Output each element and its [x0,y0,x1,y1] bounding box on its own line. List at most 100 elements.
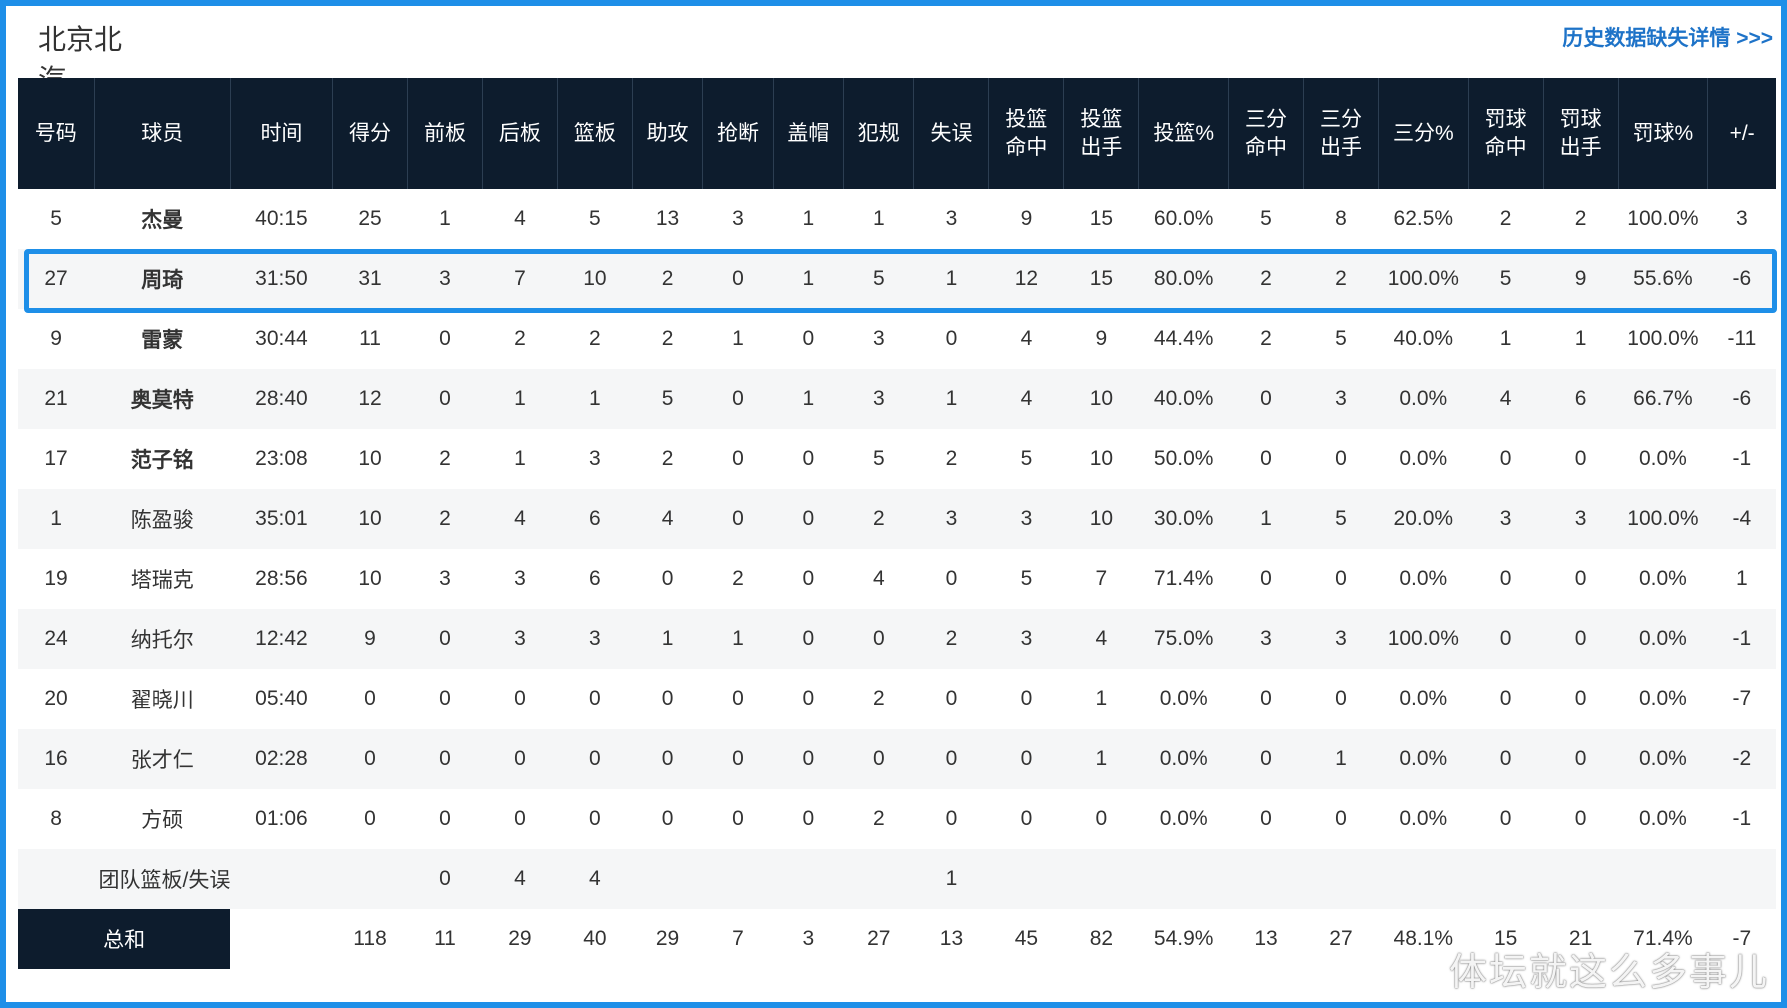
player-number: 16 [18,729,95,789]
stat-cell: 05:40 [230,669,333,729]
stat-cell: 0 [843,729,914,789]
column-header[interactable]: +/- [1707,78,1776,189]
stat-cell: 40:15 [230,189,333,249]
stat-cell: 0 [557,669,633,729]
stat-cell: 8 [1303,189,1379,249]
stat-cell: 1 [913,249,989,309]
column-header[interactable]: 球员 [93,78,231,189]
column-header[interactable]: 号码 [18,78,95,189]
stat-cell [1707,849,1776,909]
table-row[interactable]: 16 张才仁 02:28 0 0 0 0 0 0 0 0 0 0 1 0.0% 0 1 0.0% 0 0 0.0% -2 [18,729,1776,789]
column-header[interactable]: 投篮% [1138,78,1229,189]
column-header[interactable]: 后板 [481,78,558,189]
stat-cell: 0 [1303,789,1379,849]
stat-cell: 1 [913,369,989,429]
stat-cell: 3 [913,189,989,249]
stat-cell: 100.0% [1378,609,1469,669]
stat-cell: 0 [702,729,774,789]
column-header[interactable]: 失误 [913,78,989,189]
player-name: 雷蒙 [94,309,231,369]
stat-cell: 0 [1468,549,1544,609]
stat-cell: 0 [482,729,558,789]
stat-cell: 2 [482,309,558,369]
table-row[interactable]: 9 雷蒙 30:44 11 0 2 2 2 1 0 3 0 4 9 44.4% 2 5 40.0% 1 1 100.0%… [18,309,1776,369]
stat-cell: 66.7% [1618,369,1708,429]
table-row[interactable]: 5 杰曼 40:15 25 1 4 5 13 3 1 1 3 9 15 60.0% 5 8 62.5% 2 2 100.… [18,189,1776,249]
player-name: 奥莫特 [94,369,231,429]
stat-cell: 71.4% [1618,909,1708,969]
stat-cell: 1 [702,309,774,369]
column-header[interactable]: 助攻 [631,78,703,189]
stat-cell: 0 [773,789,844,849]
column-header[interactable]: 得分 [332,78,408,189]
column-header[interactable]: 时间 [229,78,333,189]
column-header[interactable]: 罚球 出手 [1542,78,1619,189]
stat-cell: -6 [1707,249,1776,309]
column-header[interactable]: 三分% [1377,78,1469,189]
column-header[interactable]: 前板 [407,78,483,189]
stat-cell: 4 [482,189,558,249]
player-name: 周琦 [94,249,231,309]
stat-cell [230,849,333,909]
history-missing-link[interactable]: 历史数据缺失详情 >>> [1562,27,1773,50]
table-row[interactable]: 1 陈盈骏 35:01 10 2 4 6 4 0 0 2 3 3 10 30.0% 1 5 20.0% 3 3 100.… [18,489,1776,549]
stat-cell: -6 [1707,369,1776,429]
stat-cell: 0 [1543,669,1619,729]
stat-cell [1618,849,1708,909]
stat-cell: 0 [773,669,844,729]
column-header[interactable]: 罚球% [1617,78,1708,189]
team-rebounds-row: 团队篮板/失误 0 4 4 1 [18,849,1776,909]
column-header[interactable]: 投篮 出手 [1063,78,1139,189]
stat-cell: 0 [843,609,914,669]
table-row[interactable]: 21 奥莫特 28:40 12 0 1 1 5 0 1 3 1 4 10 40.0% 0 3 0.0% 4 6 66.7… [18,369,1776,429]
stat-cell: 2 [1228,309,1304,369]
stat-cell: 0 [773,729,844,789]
stat-cell: 2 [407,489,483,549]
table-row[interactable]: 8 方硕 01:06 0 0 0 0 0 0 0 2 0 0 0 0.0% 0 0 0.0% 0 0 0.0% -1 [18,789,1776,849]
stat-cell: 5 [1468,249,1544,309]
stat-cell: 2 [843,789,914,849]
column-header[interactable]: 三分 出手 [1303,78,1379,189]
stat-cell: 7 [702,909,774,969]
column-header[interactable]: 罚球 命中 [1467,78,1544,189]
player-number: 8 [18,789,95,849]
stat-cell: 3 [773,909,844,969]
column-header[interactable]: 投篮 命中 [988,78,1064,189]
player-name: 翟晓川 [94,669,231,729]
table-row[interactable]: 17 范子铭 23:08 10 2 1 3 2 0 0 5 2 5 10 50.0% 0 0 0.0% 0 0 0.0%… [18,429,1776,489]
column-header[interactable]: 抢断 [702,78,774,189]
stat-cell: 9 [1063,309,1139,369]
stat-cell: 40.0% [1378,309,1469,369]
stat-cell: 15 [1063,189,1139,249]
stat-cell: 2 [1303,249,1379,309]
stat-cell: 21 [1543,909,1619,969]
stat-cell: 13 [632,189,703,249]
stat-cell: 0 [632,729,703,789]
stat-cell: 1 [1063,729,1139,789]
table-row[interactable]: 27 周琦 31:50 31 3 7 10 2 0 1 5 1 12 15 80.0% 2 2 100.0% 5 9 5… [18,249,1776,309]
stat-cell: 31 [332,249,408,309]
stat-cell: 0 [773,609,844,669]
table-row[interactable]: 24 纳托尔 12:42 9 0 3 3 1 1 0 0 2 3 4 75.0% 3 3 100.0% 0 0 0.0%… [18,609,1776,669]
player-name: 方硕 [94,789,231,849]
stat-cell: 3 [988,489,1064,549]
stat-cell: 23:08 [230,429,333,489]
stat-cell: 0 [773,489,844,549]
stat-cell: 13 [913,909,989,969]
table-row[interactable]: 20 翟晓川 05:40 0 0 0 0 0 0 0 2 0 0 1 0.0% 0 0 0.0% 0 0 0.0% -7 [18,669,1776,729]
stat-cell: 2 [843,669,914,729]
stat-cell: 30.0% [1138,489,1229,549]
stat-cell: 0 [1468,729,1544,789]
column-header[interactable]: 篮板 [556,78,633,189]
table-row[interactable]: 19 塔瑞克 28:56 10 3 3 6 0 2 0 4 0 5 7 71.4% 0 0 0.0% 0 0 0.0% 1 [18,549,1776,609]
stat-cell: 0 [1543,729,1619,789]
stat-cell: 6 [557,489,633,549]
column-header[interactable]: 犯规 [843,78,914,189]
stat-cell: 62.5% [1378,189,1469,249]
stat-cell: 1 [1468,309,1544,369]
stat-cell: 3 [1303,369,1379,429]
column-header[interactable]: 三分 命中 [1228,78,1304,189]
column-header[interactable]: 盖帽 [772,78,844,189]
player-name: 杰曼 [94,189,231,249]
stat-cell: 1 [913,849,989,909]
